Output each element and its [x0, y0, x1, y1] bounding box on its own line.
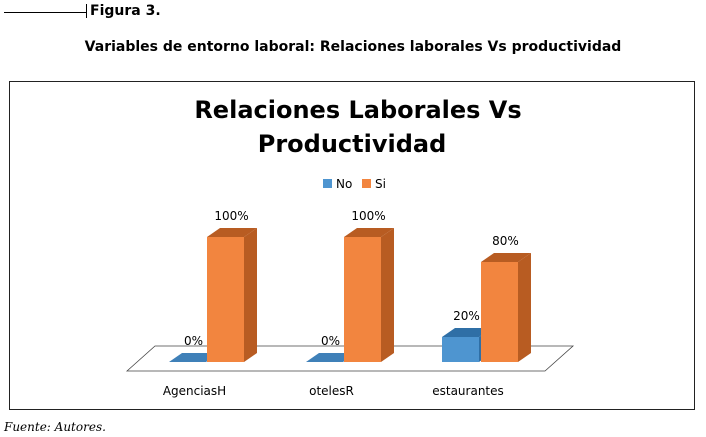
legend-swatch-0 — [323, 179, 332, 188]
chart-title-line-2: Productividad — [258, 130, 447, 158]
category-labels: AgenciasH otelesR estaurantes — [163, 384, 504, 398]
bar-no-1 — [306, 353, 356, 362]
bar-si-0 — [207, 228, 257, 362]
chart-title-line-1: Relaciones Laborales Vs — [194, 96, 521, 124]
figure-label: Figura 3. — [90, 3, 161, 19]
data-label-no-1: 0% — [321, 334, 340, 348]
data-label-si-1: 100% — [351, 209, 385, 223]
category-label-1: otelesR — [309, 384, 354, 398]
bar-si-1 — [344, 228, 394, 362]
data-label-no-0: 0% — [184, 334, 203, 348]
figure-rule-tick — [86, 4, 87, 18]
data-label-si-2: 80% — [492, 234, 519, 248]
figure-caption: Variables de entorno laboral: Relaciones… — [84, 39, 622, 55]
legend-label-0: No — [336, 177, 352, 191]
data-label-no-2: 20% — [453, 309, 480, 323]
source-note: Fuente: Autores. — [4, 420, 106, 434]
legend-label-1: Si — [375, 177, 386, 191]
data-label-si-0: 100% — [214, 209, 248, 223]
bar-si-2 — [481, 253, 531, 362]
category-label-0: AgenciasH — [163, 384, 226, 398]
figure-rule — [4, 12, 87, 13]
legend-swatch-1 — [362, 179, 371, 188]
category-label-2: estaurantes — [432, 384, 504, 398]
chart-frame — [9, 81, 695, 410]
bar-no-0 — [169, 353, 219, 362]
chart-bars: 0% 100% 0% 100% 20% 80% — [169, 209, 531, 362]
chart-legend: No Si — [323, 177, 386, 191]
